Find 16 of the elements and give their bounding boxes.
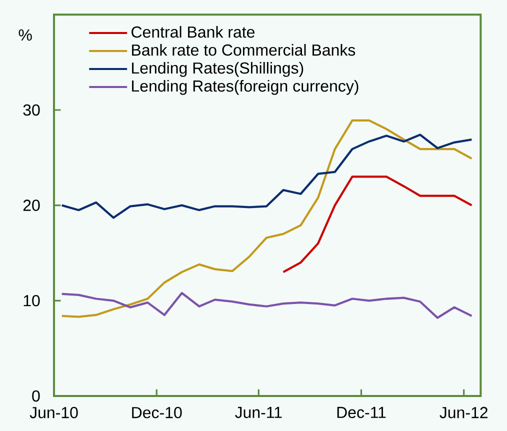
legend-label: Bank rate to Commercial Banks — [132, 44, 356, 56]
x-tick-label: Jun-10 — [30, 406, 78, 418]
y-tick-label: 0 — [32, 390, 40, 402]
legend-label: Lending Rates(Shillings) — [132, 62, 304, 77]
line-series — [60, 292, 473, 319]
line-series — [60, 134, 473, 219]
y-axis-title: % — [18, 29, 32, 41]
x-tick-label: Dec-11 — [337, 406, 386, 418]
y-tick-label: 30 — [23, 104, 40, 116]
y-tick-label: 20 — [23, 200, 40, 211]
y-tick-label: 10 — [24, 294, 40, 306]
x-tick-label: Jun-11 — [235, 406, 282, 418]
x-tick-label: Dec-10 — [132, 406, 182, 418]
x-tick-label: Jun-12 — [440, 406, 488, 418]
legend-label: Central Bank rate — [132, 26, 254, 38]
legend-label: Lending Rates(foreign currency) — [132, 80, 358, 95]
